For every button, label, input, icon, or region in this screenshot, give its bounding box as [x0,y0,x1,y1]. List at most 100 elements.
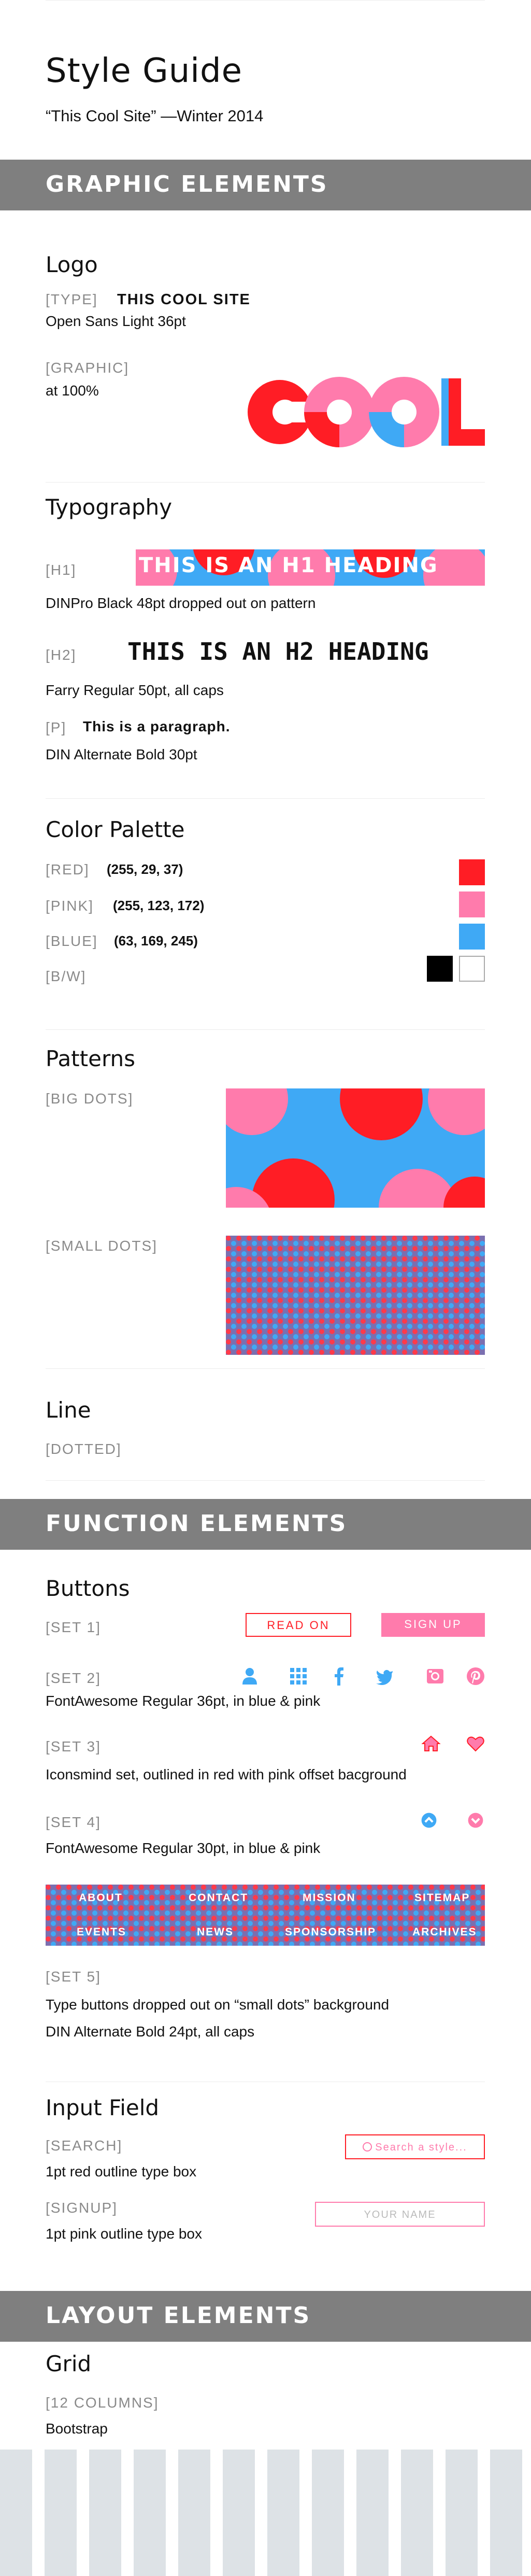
section-band-graphic: GRAPHIC ELEMENTS [0,160,531,210]
grid-column [178,2450,210,2576]
grid-column [45,2450,77,2576]
grid-column [401,2450,433,2576]
section-title: GRAPHIC ELEMENTS [46,171,328,197]
patterns-heading: Patterns [46,1046,135,1071]
red-value: (255, 29, 37) [107,861,183,877]
set3-tag: [SET 3] [46,1738,101,1754]
pink-tag: [PINK] [46,898,94,914]
grid-column [223,2450,255,2576]
nav-about-button[interactable]: ABOUT [79,1892,123,1904]
grid-column [134,2450,166,2576]
palette-heading: Color Palette [46,817,185,842]
white-swatch [459,956,485,982]
h1-tag: [H1] [46,562,77,578]
dotted-tag: [DOTTED] [46,1441,122,1457]
red-swatch [459,859,485,885]
nav-pattern-background [46,1885,485,1946]
signup-name-input[interactable]: YOUR NAME [315,2202,485,2227]
set4-tag: [SET 4] [46,1814,101,1830]
logo-type-sample: THIS COOL SITE [117,291,251,308]
p-sample: This is a paragraph. [83,718,231,734]
top-divider [46,0,485,1]
pinterest-icon[interactable] [465,1666,486,1687]
chevron-down-icon[interactable] [467,1812,484,1829]
grid-column [89,2450,121,2576]
nav-sitemap-button[interactable]: SITEMAP [414,1892,470,1904]
bw-tag: [B/W] [46,968,87,984]
grid-tag: [12 COLUMNS] [46,2395,159,2411]
divider [46,1480,485,1481]
h1-desc: DINPro Black 48pt dropped out on pattern [46,595,316,611]
set2-desc: FontAwesome Regular 36pt, in blue & pink [46,1693,321,1709]
small-dots-pattern [226,1236,485,1355]
home-icon[interactable] [421,1733,441,1754]
big-dots-tag: [BIG DOTS] [46,1091,134,1107]
divider [46,798,485,799]
logo-type-tag: [TYPE] [46,291,98,307]
page-subtitle: “This Cool Site” —Winter 2014 [46,107,264,125]
nav-news-button[interactable]: NEWS [197,1926,234,1938]
section-title: LAYOUT ELEMENTS [46,2302,311,2329]
read-on-button[interactable]: READ ON [246,1613,351,1637]
nav-sponsorship-button[interactable]: SPONSORSHIP [285,1926,377,1938]
logo-graphic-tag: [GRAPHIC] [46,360,130,376]
search-input[interactable]: Search a style... [345,2134,485,2159]
nav-contact-button[interactable]: CONTACT [189,1892,249,1904]
divider [46,1029,485,1030]
logo-heading: Logo [46,252,98,277]
signup-desc: 1pt pink outline type box [46,2226,202,2242]
h1-sample: THIS IS AN H1 HEADING [139,554,438,577]
blue-swatch [459,924,485,950]
grid-column [446,2450,478,2576]
red-tag: [RED] [46,861,90,877]
grid-column [490,2450,522,2576]
grid-heading: Grid [46,2351,92,2376]
nav-archives-button[interactable]: ARCHIVES [412,1926,477,1938]
grid-column [0,2450,32,2576]
nav-events-button[interactable]: EVENTS [77,1926,127,1938]
logo-type-desc: Open Sans Light 36pt [46,313,186,329]
grid-column [356,2450,389,2576]
search-desc: 1pt red outline type box [46,2163,197,2179]
small-dots-tag: [SMALL DOTS] [46,1238,157,1254]
set5-tag: [SET 5] [46,1969,101,1985]
divider [46,482,485,483]
blue-value: (63, 169, 245) [114,933,198,949]
cool-logo-graphic [248,377,485,447]
heart-icon[interactable] [465,1733,486,1754]
twitter-icon[interactable] [374,1666,395,1687]
chevron-up-icon[interactable] [421,1812,437,1829]
user-icon[interactable] [239,1666,260,1687]
pink-value: (255, 123, 172) [113,898,205,913]
h1-pattern-background [136,549,485,586]
grid-column [312,2450,344,2576]
set5-desc-2: DIN Alternate Bold 24pt, all caps [46,2023,255,2040]
set1-tag: [SET 1] [46,1619,101,1635]
buttons-heading: Buttons [46,1576,130,1601]
section-band-function: FUNCTION ELEMENTS [0,1499,531,1550]
sign-up-button[interactable]: SIGN UP [381,1613,485,1637]
pink-swatch [459,891,485,917]
divider [46,1368,485,1369]
p-tag: [P] [46,719,67,735]
grid-columns [0,2450,531,2576]
p-desc: DIN Alternate Bold 30pt [46,746,197,762]
input-heading: Input Field [46,2095,160,2120]
typography-heading: Typography [46,494,173,520]
section-band-layout: LAYOUT ELEMENTS [0,2291,531,2342]
set5-desc-1: Type buttons dropped out on “small dots”… [46,1997,390,2013]
line-heading: Line [46,1397,91,1423]
big-dots-pattern [226,1088,485,1208]
h2-sample: THIS IS AN H2 HEADING [127,638,429,666]
search-icon [363,2142,372,2152]
search-tag: [SEARCH] [46,2138,123,2154]
set3-desc: Iconsmind set, outlined in red with pink… [46,1766,407,1782]
instagram-icon[interactable] [425,1666,446,1687]
grid-icon[interactable] [288,1666,309,1687]
nav-mission-button[interactable]: MISSION [303,1892,356,1904]
facebook-icon[interactable] [328,1666,349,1687]
blue-tag: [BLUE] [46,933,98,949]
h2-desc: Farry Regular 50pt, all caps [46,682,224,698]
grid-desc: Bootstrap [46,2421,108,2437]
set2-tag: [SET 2] [46,1670,101,1686]
